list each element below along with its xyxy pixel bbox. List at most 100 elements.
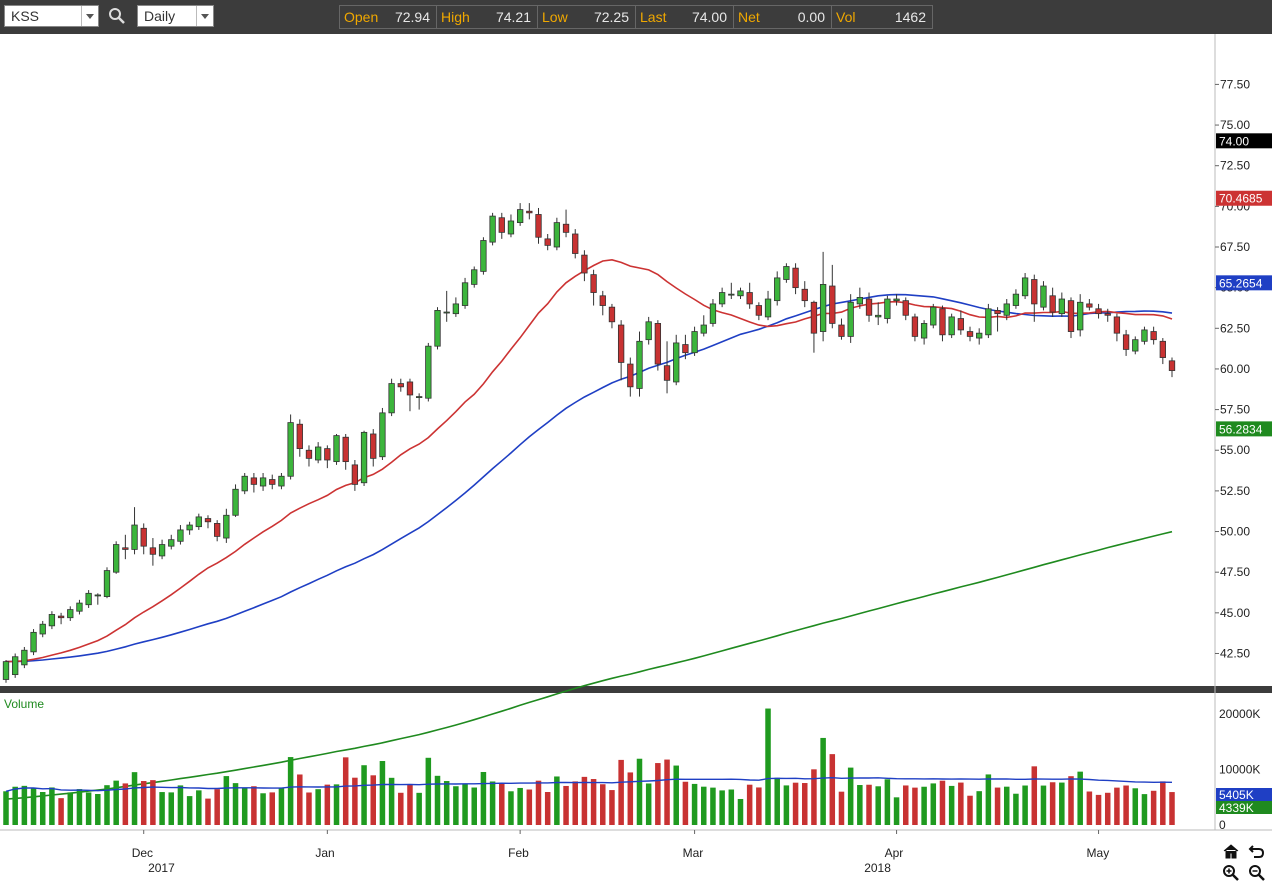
candle bbox=[1031, 274, 1038, 322]
volume-bar bbox=[829, 754, 836, 825]
candle-body bbox=[214, 523, 221, 537]
quote-label: High bbox=[441, 9, 470, 25]
volume-bar bbox=[820, 737, 826, 825]
symbol-input[interactable]: KSS bbox=[4, 5, 99, 27]
volume-bar bbox=[131, 772, 138, 825]
candle bbox=[1141, 326, 1148, 345]
candle bbox=[976, 328, 983, 345]
volume-bar bbox=[517, 787, 523, 825]
candle bbox=[911, 313, 919, 342]
volume-bar bbox=[287, 757, 294, 825]
interval-dropdown-arrow-icon[interactable] bbox=[196, 6, 213, 26]
candle-body bbox=[663, 365, 671, 381]
candle-body bbox=[627, 363, 634, 388]
candle bbox=[718, 287, 726, 308]
candle bbox=[158, 539, 166, 560]
candle-body bbox=[186, 524, 193, 531]
price-tick-label: 62.50 bbox=[1220, 321, 1250, 335]
candle-body bbox=[709, 303, 717, 324]
candle-body bbox=[948, 316, 955, 336]
candle-body bbox=[250, 477, 258, 485]
volume-title: Volume bbox=[4, 697, 44, 711]
candle-body bbox=[21, 649, 28, 666]
volume-bar bbox=[1160, 781, 1166, 825]
candle bbox=[434, 307, 441, 350]
candle bbox=[764, 290, 772, 321]
candle bbox=[673, 334, 680, 386]
candle bbox=[902, 297, 909, 321]
home-icon[interactable] bbox=[1222, 843, 1240, 864]
candle-body bbox=[792, 267, 799, 289]
volume-bar bbox=[572, 781, 578, 825]
quote-value: 0.00 bbox=[797, 9, 825, 25]
candle-body bbox=[67, 609, 74, 619]
candle-body bbox=[434, 310, 441, 347]
candle-body bbox=[351, 464, 359, 485]
candle bbox=[884, 295, 891, 324]
price-chart[interactable]: 42.50 45.00 47.50 50.00 52.50 55.00 57.50 60.00… bbox=[0, 34, 1272, 883]
candle-body bbox=[415, 396, 423, 398]
volume-bar bbox=[352, 777, 358, 825]
candle bbox=[324, 445, 331, 469]
candle bbox=[195, 513, 202, 530]
candle-body bbox=[893, 298, 900, 302]
candle bbox=[480, 237, 487, 275]
candle-body bbox=[572, 233, 579, 254]
candle bbox=[186, 521, 193, 535]
candle bbox=[985, 303, 992, 339]
candle-body bbox=[406, 381, 414, 396]
candle-body bbox=[994, 310, 1001, 315]
price-label-box bbox=[1216, 275, 1272, 291]
candle-body bbox=[296, 423, 303, 450]
candle-body bbox=[140, 527, 147, 547]
quote-net: Net 0.00 bbox=[734, 6, 832, 28]
price-tick-label: 72.50 bbox=[1220, 159, 1250, 173]
month-label: Dec bbox=[132, 846, 153, 860]
volume-bar bbox=[857, 785, 863, 825]
volume-bar bbox=[223, 776, 230, 825]
candle-body bbox=[1150, 331, 1157, 341]
candle bbox=[1049, 287, 1056, 317]
ma50-line bbox=[5, 293, 1173, 663]
candle bbox=[829, 264, 836, 329]
candle bbox=[94, 593, 101, 605]
zoom-in-icon[interactable] bbox=[1222, 864, 1240, 887]
candle bbox=[406, 378, 414, 412]
volume-bar bbox=[407, 783, 413, 825]
candle bbox=[572, 229, 579, 259]
zoom-out-icon[interactable] bbox=[1248, 864, 1266, 887]
volume-bar bbox=[609, 790, 615, 825]
candle-body bbox=[30, 631, 37, 653]
volume-bar bbox=[1123, 785, 1129, 825]
symbol-dropdown-arrow-icon[interactable] bbox=[81, 6, 98, 26]
candle-body bbox=[1086, 303, 1093, 308]
candle-body bbox=[654, 323, 662, 365]
candle bbox=[535, 207, 542, 244]
candle-body bbox=[1058, 298, 1065, 315]
candle-body bbox=[39, 623, 46, 635]
candle bbox=[847, 294, 854, 343]
volume-bar bbox=[297, 774, 303, 825]
candle bbox=[149, 538, 157, 566]
candle-body bbox=[774, 277, 781, 302]
volume-bar bbox=[251, 786, 257, 825]
interval-select[interactable]: Daily bbox=[137, 5, 214, 27]
search-icon[interactable] bbox=[108, 7, 126, 25]
undo-icon[interactable] bbox=[1248, 843, 1266, 864]
volume-bar bbox=[361, 765, 367, 825]
volume-bar bbox=[994, 787, 1001, 825]
candle-body bbox=[1049, 295, 1056, 313]
candle-body bbox=[829, 285, 836, 324]
volume-bar bbox=[526, 789, 533, 825]
volume-bar bbox=[691, 783, 698, 825]
volume-bar bbox=[499, 783, 505, 825]
volume-bar bbox=[370, 775, 376, 825]
price-tick-label: 67.50 bbox=[1220, 240, 1250, 254]
month-label: Jan bbox=[315, 846, 334, 860]
candle bbox=[168, 534, 175, 550]
quote-label: Last bbox=[640, 9, 667, 25]
candle bbox=[645, 316, 652, 345]
candle-body bbox=[737, 290, 744, 297]
volume-bar bbox=[205, 798, 211, 825]
candle-body bbox=[645, 321, 652, 341]
